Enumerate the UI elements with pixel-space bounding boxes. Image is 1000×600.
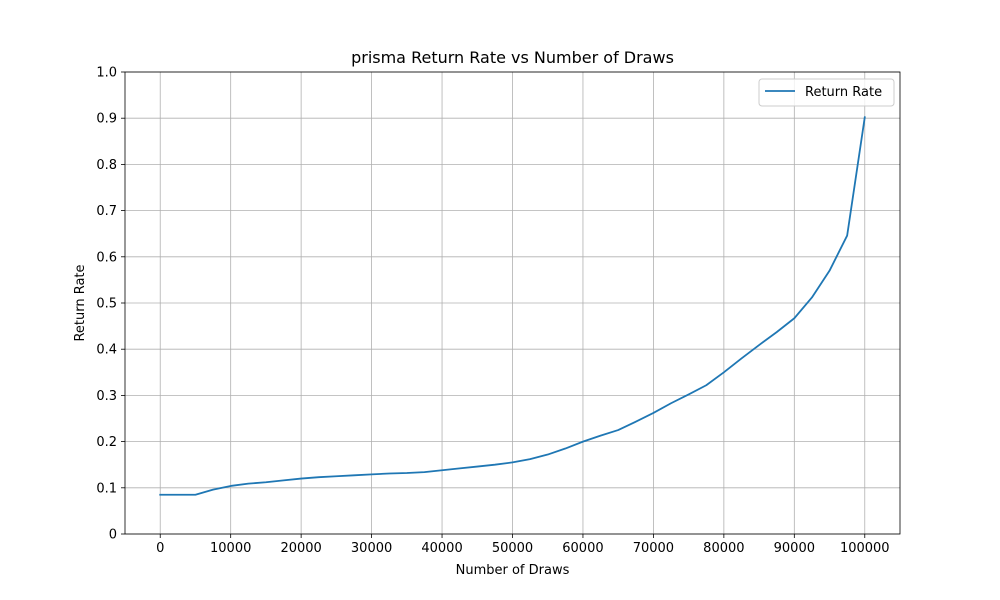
y-tick-label: 0.3 bbox=[96, 389, 117, 404]
x-tick-label: 80000 bbox=[703, 541, 744, 556]
x-tick-label: 50000 bbox=[492, 541, 533, 556]
x-tick-label: 60000 bbox=[562, 541, 603, 556]
chart-title: prisma Return Rate vs Number of Draws bbox=[351, 48, 674, 67]
x-tick-label: 0 bbox=[156, 541, 164, 556]
x-tick-label: 10000 bbox=[210, 541, 251, 556]
y-tick-label: 0.5 bbox=[96, 297, 117, 312]
legend-box bbox=[758, 78, 895, 107]
x-axis-label: Number of Draws bbox=[456, 563, 570, 578]
y-tick-label: 0 bbox=[109, 528, 117, 543]
y-tick-label: 0.2 bbox=[96, 435, 117, 450]
plot-frame bbox=[124, 71, 901, 535]
y-tick-label: 0.7 bbox=[96, 204, 117, 219]
series-layer bbox=[159, 116, 866, 496]
legend: Return Rate bbox=[758, 78, 895, 107]
x-tick-label: 90000 bbox=[774, 541, 815, 556]
x-tick-label: 70000 bbox=[633, 541, 674, 556]
y-tick-label: 0.8 bbox=[96, 158, 117, 173]
x-tick-label: 30000 bbox=[351, 541, 392, 556]
x-tick-label: 40000 bbox=[421, 541, 462, 556]
x-tick-label: 20000 bbox=[280, 541, 321, 556]
axis-ticks: 0 10000 20000 30000 40000 50000 60000 70000 8000… bbox=[96, 66, 889, 557]
y-tick-label: 1.0 bbox=[96, 66, 117, 81]
series-line-return-rate bbox=[159, 116, 866, 496]
y-tick-label: 0.1 bbox=[96, 481, 117, 496]
y-axis-label: Return Rate bbox=[73, 264, 88, 341]
legend-label: Return Rate bbox=[805, 85, 882, 100]
y-tick-label: 0.9 bbox=[96, 112, 117, 127]
y-tick-label: 0.4 bbox=[96, 343, 117, 358]
x-tick-label: 100000 bbox=[840, 541, 890, 556]
y-tick-label: 0.6 bbox=[96, 250, 117, 265]
